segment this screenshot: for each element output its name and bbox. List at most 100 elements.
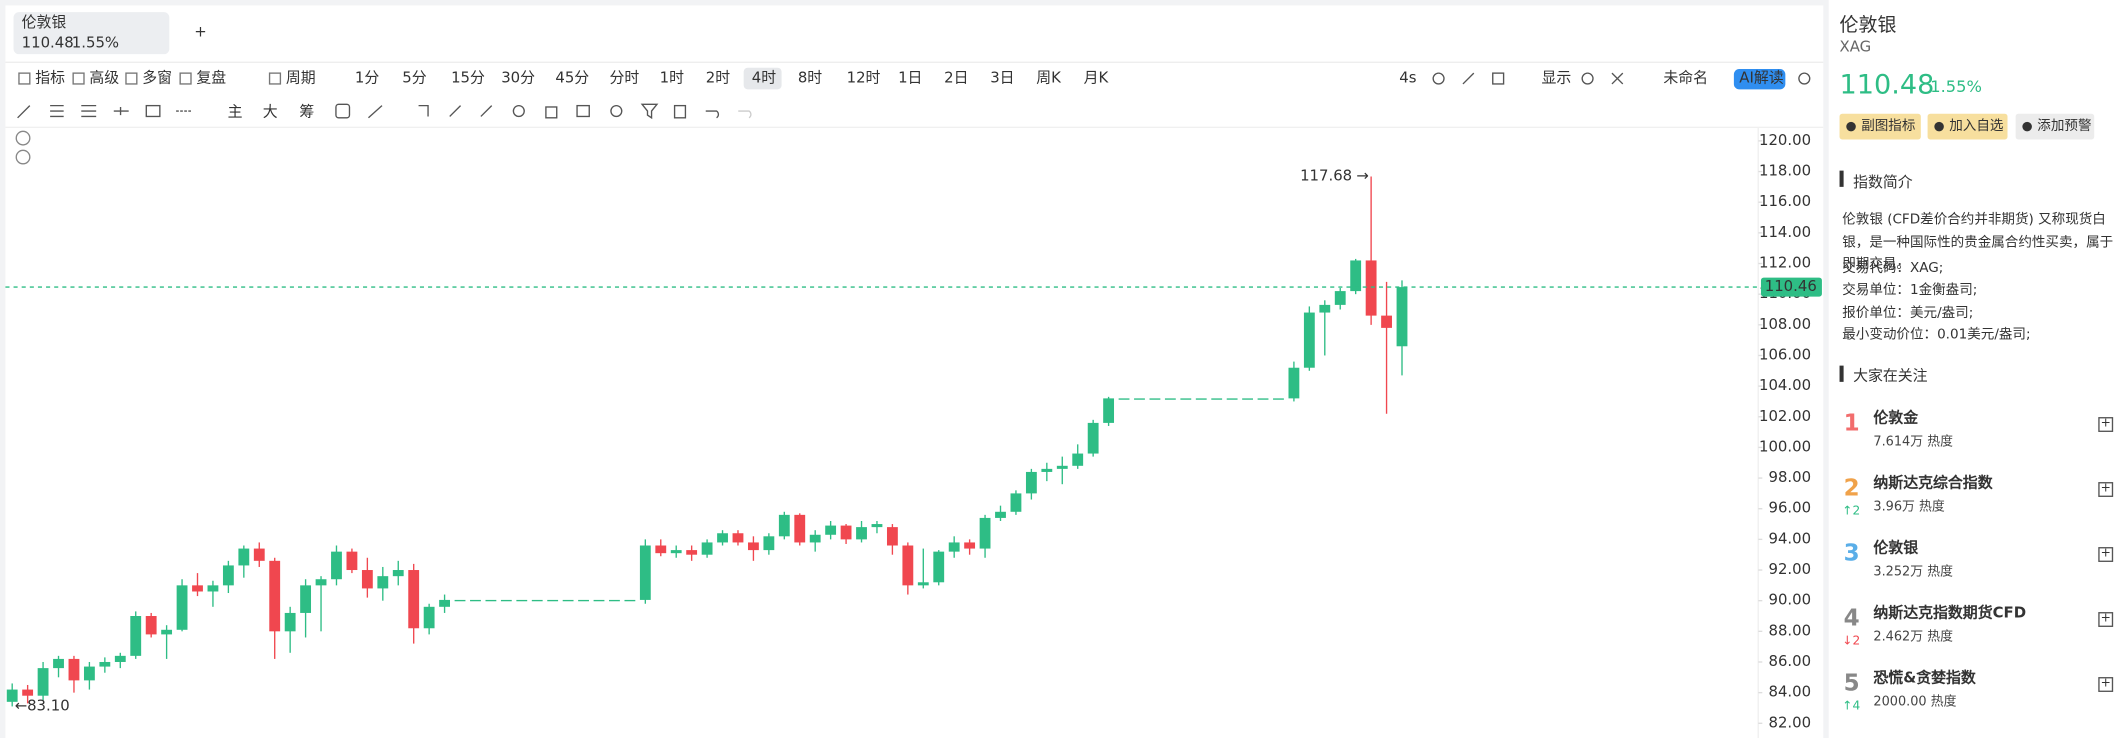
tool-icon[interactable] [545,106,558,119]
symbol-name: 伦敦银 [1839,14,1897,37]
tool-icon[interactable] [673,104,687,119]
toolbar-item[interactable]: 高级 [89,69,119,87]
tool-icon[interactable] [705,110,719,119]
tool-icon[interactable] [367,105,383,119]
period-button[interactable]: 周K [1036,69,1062,87]
candle-body [1365,260,1377,316]
candle-body [1103,398,1115,423]
expand-icon[interactable] [15,130,31,146]
tool-icon[interactable] [449,105,462,117]
tool-icon[interactable] [512,104,525,118]
add-tab[interactable]: + [194,23,206,41]
toolbar-item[interactable]: 多窗 [142,69,172,87]
last-price-box [1760,277,1822,297]
share-icon[interactable] [1798,72,1811,85]
rank: 4 [1843,605,1860,633]
rank: 1 [1843,410,1860,438]
watch-name[interactable]: 恐慌&贪婪指数 [1873,668,1976,687]
toolbar-item[interactable]: 周期 [286,69,316,87]
toolbar-right-item[interactable]: AI解读 [1739,69,1783,87]
tool-icon[interactable] [576,104,590,118]
candle-body [284,612,296,632]
tool-icon[interactable] [145,104,161,118]
period-button[interactable]: 1分 [355,69,379,87]
period-button[interactable]: 12时 [847,69,881,87]
candle-body [531,599,543,602]
candle-body [238,548,250,566]
candle-body [1288,367,1300,399]
low-arrow: ← [15,696,27,714]
watch-name[interactable]: 纳斯达克指数期货CFD [1873,603,2027,622]
period-button[interactable]: 45分 [555,69,589,87]
detail-line: 最小变动价位：0.01美元/盎司; [1842,327,2031,343]
settings-icon[interactable] [1581,72,1594,85]
y-tick-label: 112.00 [1759,254,1811,272]
tool-icon[interactable] [50,104,64,118]
candle-body [114,655,126,662]
toolbar-right-item[interactable]: 显示 [1542,69,1572,87]
candle-body [269,560,281,632]
section-title: 大家在关注 [1853,366,1928,385]
add-watch[interactable]: + [2098,612,2114,627]
candle-body [1319,304,1331,313]
pen-icon[interactable] [1462,72,1475,85]
candle-body [1381,315,1392,328]
tool-icon[interactable] [113,106,129,116]
toolbar-item[interactable]: 指标 [35,69,65,87]
period-button[interactable]: 30分 [501,69,535,87]
period-button[interactable]: 4时 [752,69,776,87]
toolbar-item[interactable]: 复盘 [196,69,226,87]
toolbar-right-item[interactable]: 未命名 [1663,69,1708,87]
toolbar-right-item[interactable]: 4s [1399,69,1416,87]
button-icon [2022,121,2032,132]
indicator-button[interactable]: 筹 [299,102,314,120]
period-button[interactable]: 8时 [798,69,822,87]
tool-icon[interactable] [81,104,97,118]
fullscreen-icon[interactable] [1611,72,1624,85]
watch-name[interactable]: 纳斯达克综合指数 [1873,473,1993,492]
detail-line: 交易单位：1金衡盎司; [1842,283,1978,299]
candle-body [686,550,698,555]
tool-icon[interactable] [640,103,659,120]
period-button[interactable]: 1日 [898,69,922,87]
indicator-button[interactable]: 主 [228,102,243,120]
period-button[interactable]: 月K [1084,69,1110,87]
camera-icon[interactable] [1432,72,1445,85]
watch-name[interactable]: 伦敦银 [1873,538,1919,557]
candle-body [1396,287,1408,347]
detail-line: 报价单位：美元/盎司; [1842,305,1974,321]
replay-icon[interactable] [1492,72,1505,85]
tab[interactable] [13,12,170,55]
candle-body [68,658,80,681]
add-watch[interactable]: + [2098,677,2114,692]
period-button[interactable]: 15分 [451,69,485,87]
ai-button[interactable] [1733,69,1786,90]
candle-body [562,599,574,602]
period-button[interactable]: 2日 [944,69,968,87]
rank-move: ↑2 [1842,505,1861,519]
candle-body [346,551,358,571]
intro-text: 伦敦银 (CFD差价合约并非期货) 又称现货白银，是一种国际性的贵金属合约性买卖… [1842,212,2114,273]
tool-icon[interactable] [610,104,623,118]
y-tick-label: 86.00 [1768,652,1811,670]
period-button[interactable]: 5分 [402,69,426,87]
tool-icon [738,110,752,119]
tool-icon[interactable] [17,105,31,119]
tool-icon[interactable] [418,104,429,117]
watch-name[interactable]: 伦敦金 [1873,408,1919,427]
add-watch[interactable]: + [2098,417,2114,432]
toolbar-icon [72,72,85,85]
add-watch[interactable]: + [2098,482,2114,497]
tool-icon[interactable] [335,103,351,119]
candle-body [871,524,883,528]
indicator-button[interactable]: 大 [263,102,278,120]
watch-heat: 3.252万 热度 [1873,564,1953,580]
candle-body [99,661,111,667]
add-watch[interactable]: + [2098,547,2114,562]
period-button[interactable]: 1时 [660,69,684,87]
expand-icon[interactable] [15,149,31,165]
period-button[interactable]: 3日 [990,69,1014,87]
period-button[interactable]: 2时 [706,69,730,87]
tool-icon[interactable] [480,105,493,117]
